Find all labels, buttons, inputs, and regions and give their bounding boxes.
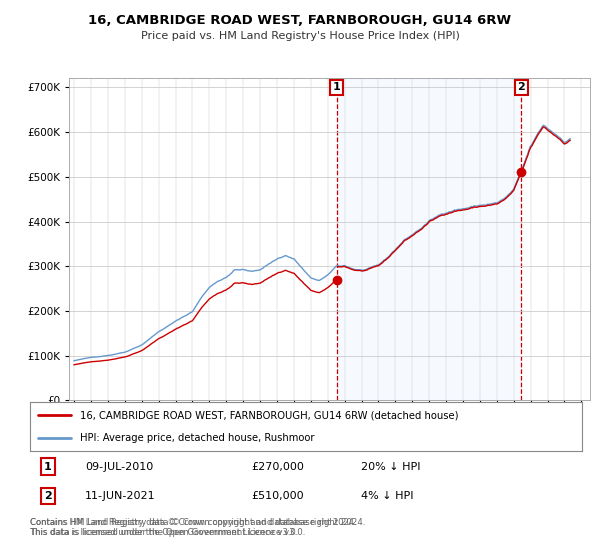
Text: 20% ↓ HPI: 20% ↓ HPI	[361, 461, 421, 472]
Text: £270,000: £270,000	[251, 461, 304, 472]
Text: Contains HM Land Registry data © Crown copyright and database right 2024.
This d: Contains HM Land Registry data © Crown c…	[30, 518, 365, 538]
Text: 1: 1	[333, 82, 341, 92]
Bar	[337, 78, 521, 400]
Text: 09-JUL-2010: 09-JUL-2010	[85, 461, 154, 472]
Text: 2: 2	[517, 82, 525, 92]
Text: 1: 1	[44, 461, 52, 472]
Text: Price paid vs. HM Land Registry's House Price Index (HPI): Price paid vs. HM Land Registry's House …	[140, 31, 460, 41]
Text: 11-JUN-2021: 11-JUN-2021	[85, 491, 156, 501]
Text: 16, CAMBRIDGE ROAD WEST, FARNBOROUGH, GU14 6RW: 16, CAMBRIDGE ROAD WEST, FARNBOROUGH, GU…	[88, 14, 512, 27]
Text: 4% ↓ HPI: 4% ↓ HPI	[361, 491, 414, 501]
Text: 16, CAMBRIDGE ROAD WEST, FARNBOROUGH, GU14 6RW (detached house): 16, CAMBRIDGE ROAD WEST, FARNBOROUGH, GU…	[80, 410, 458, 421]
Text: 2: 2	[44, 491, 52, 501]
Text: HPI: Average price, detached house, Rushmoor: HPI: Average price, detached house, Rush…	[80, 433, 314, 444]
Text: £510,000: £510,000	[251, 491, 304, 501]
Text: Contains HM Land Registry data © Crown copyright and database right 2024.
This d: Contains HM Land Registry data © Crown c…	[30, 518, 356, 538]
